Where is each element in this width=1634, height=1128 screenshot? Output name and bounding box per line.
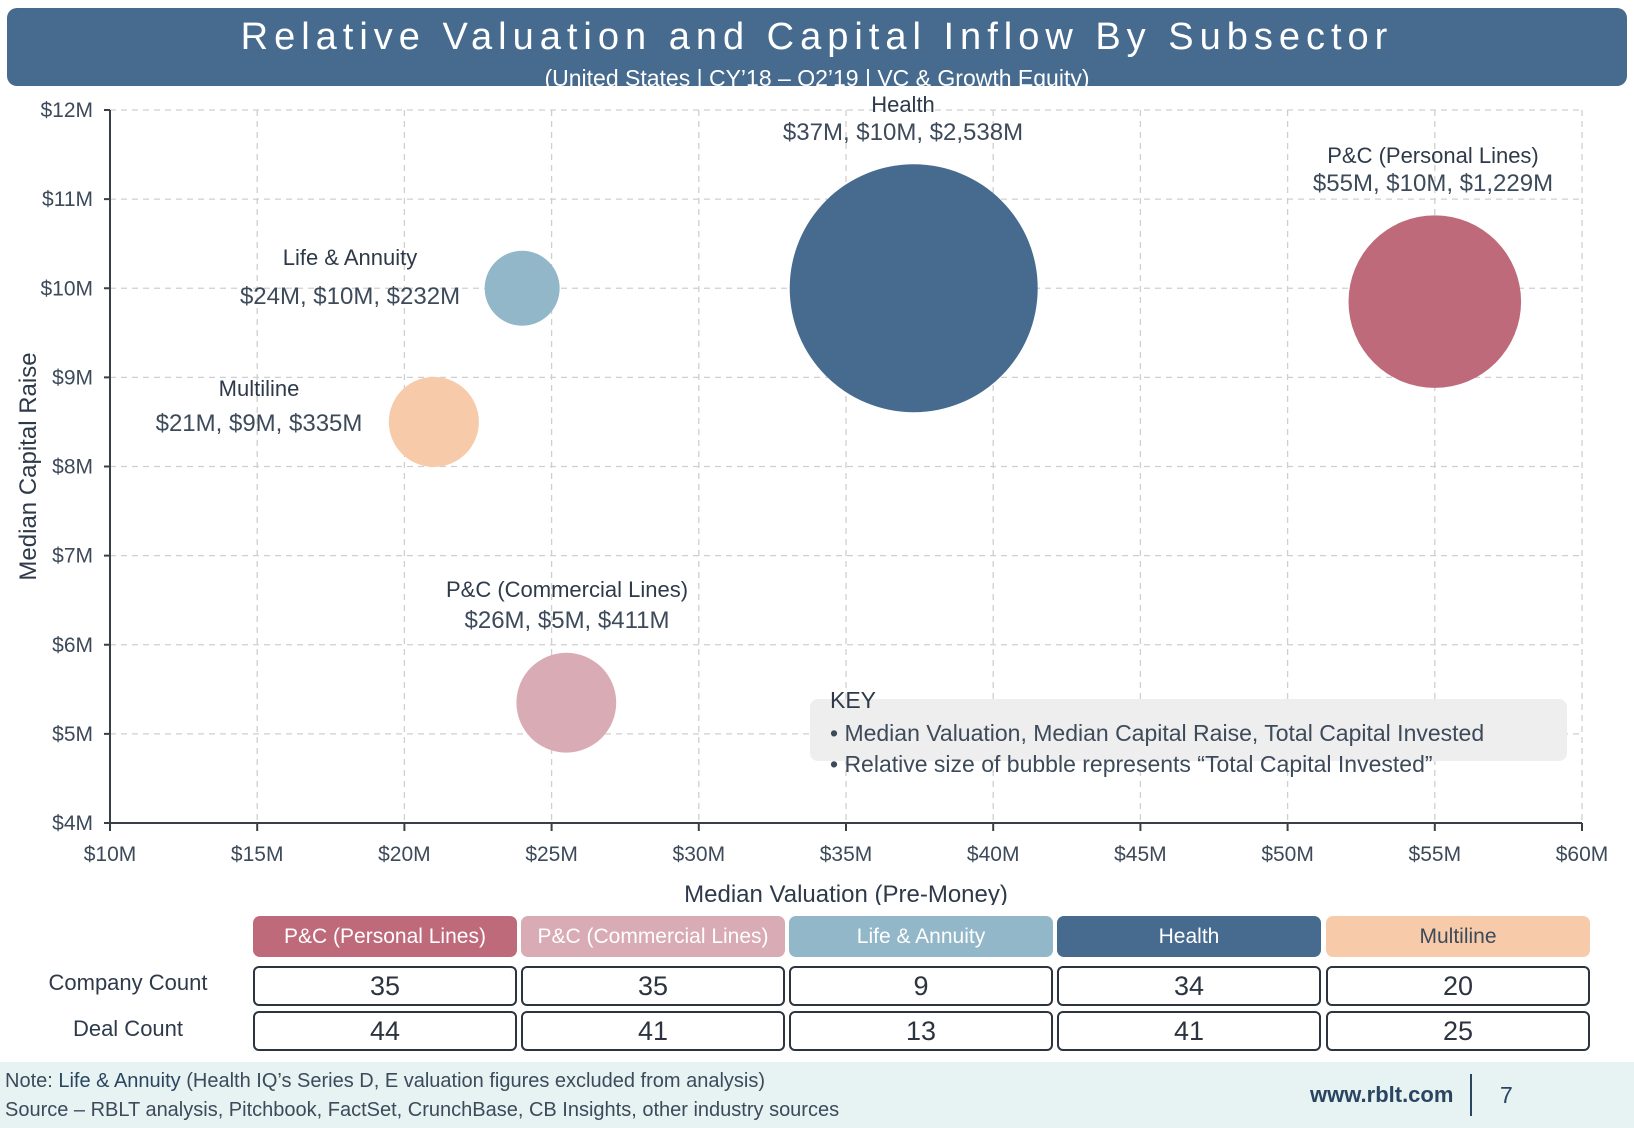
table-cell: 9 <box>789 966 1053 1006</box>
column-header-multiline: Multiline <box>1326 916 1590 957</box>
key-title: KEY <box>830 687 876 713</box>
table-cell: 41 <box>1057 1011 1321 1051</box>
row-label-deal-count: Deal Count <box>72 1016 184 1041</box>
x-tick-label: $60M <box>1556 843 1609 866</box>
note-highlight: Life & Annuity <box>58 1070 181 1092</box>
footer-source: Source – RBLT analysis, Pitchbook, FactS… <box>5 1099 840 1121</box>
y-tick-label: $6M <box>52 634 93 657</box>
table-cell: 25 <box>1326 1011 1590 1051</box>
x-tick-label: $40M <box>967 843 1020 866</box>
bubble-name-health: Health <box>871 92 935 117</box>
subsector-table: Company Count Deal Count P&C (Personal L… <box>0 910 1634 1060</box>
column-header-p-c-commercial-lines: P&C (Commercial Lines) <box>521 916 785 957</box>
y-tick-label: $10M <box>40 277 93 300</box>
y-tick-label: $7M <box>52 545 93 568</box>
key-background <box>810 699 1567 761</box>
x-tick-label: $45M <box>1114 843 1167 866</box>
bubble-chart: $10M $15M $20M $25M $30M $35M $40M $45M $50M $55M… <box>15 92 1608 905</box>
bubble-value-p-c-commercial-lines: $26M, $5M, $411M <box>465 607 670 634</box>
bubble-multiline <box>388 376 479 467</box>
note-text: (Health IQ’s Series D, E valuation figur… <box>180 1070 765 1092</box>
x-tick-label: $55M <box>1409 843 1462 866</box>
x-axis-title: Median Valuation (Pre-Money) <box>684 881 1008 905</box>
x-tick-label: $30M <box>673 843 726 866</box>
y-axis-title: Median Capital Raise <box>15 352 42 580</box>
footer-url-link[interactable]: www.rblt.com <box>1310 1082 1454 1107</box>
page-number: 7 <box>1500 1082 1513 1108</box>
title-banner: Relative Valuation and Capital Inflow By… <box>7 8 1627 91</box>
chart-title: Relative Valuation and Capital Inflow By… <box>240 16 1394 58</box>
x-tick-label: $10M <box>84 843 137 866</box>
bubble-name-p-c-commercial-lines: P&C (Commercial Lines) <box>446 577 688 602</box>
bubble-health <box>789 164 1038 413</box>
column-header-health: Health <box>1057 916 1321 957</box>
y-tick-label: $5M <box>52 723 93 746</box>
bubble-life-annuity <box>484 250 560 326</box>
y-tick-label: $11M <box>42 188 93 211</box>
bubble-name-life-annuity: Life & Annuity <box>283 245 418 270</box>
row-label-company-count: Company Count <box>48 970 208 995</box>
table-cell: 35 <box>521 966 785 1006</box>
bubble-value-p-c-personal-lines: $55M, $10M, $1,229M <box>1313 170 1553 197</box>
key-item: • Relative size of bubble represents “To… <box>830 751 1433 777</box>
bubbles <box>388 164 1522 753</box>
axes <box>104 109 1583 831</box>
key-box: KEY • Median Valuation, Median Capital Ra… <box>810 687 1567 777</box>
bubble-name-p-c-personal-lines: P&C (Personal Lines) <box>1327 143 1539 168</box>
bubble-value-health: $37M, $10M, $2,538M <box>783 119 1023 146</box>
footer-note: Note: Life & Annuity (Health IQ’s Series… <box>5 1070 765 1093</box>
x-tick-label: $15M <box>231 843 284 866</box>
y-tick-label: $9M <box>52 366 93 389</box>
column-header-life-annuity: Life & Annuity <box>789 916 1053 957</box>
x-tick-label: $50M <box>1261 843 1314 866</box>
x-tick-label: $35M <box>820 843 873 866</box>
tick-labels: $10M $15M $20M $25M $30M $35M $40M $45M $50M $55M… <box>40 99 1608 866</box>
x-tick-label: $25M <box>525 843 578 866</box>
y-tick-label: $4M <box>52 812 93 835</box>
bubble-labels: Health$37M, $10M, $2,538M P&C (Personal L… <box>156 92 1553 634</box>
bubble-p-c-commercial-lines <box>516 652 617 753</box>
x-tick-label: $20M <box>378 843 431 866</box>
key-item: • Median Valuation, Median Capital Raise… <box>830 720 1484 746</box>
table-cell: 20 <box>1326 966 1590 1006</box>
y-tick-label: $12M <box>40 99 93 122</box>
footer: Note: Life & Annuity (Health IQ’s Series… <box>0 1062 1634 1128</box>
footer-divider <box>1470 1074 1472 1116</box>
bubble-value-multiline: $21M, $9M, $335M <box>156 410 363 437</box>
column-header-p-c-personal-lines: P&C (Personal Lines) <box>253 916 517 957</box>
bubble-value-life-annuity: $24M, $10M, $232M <box>240 283 460 310</box>
axis-titles: Median Valuation (Pre-Money) Median Capit… <box>15 352 1008 905</box>
table-cell: 41 <box>521 1011 785 1051</box>
table-cell: 34 <box>1057 966 1321 1006</box>
note-prefix: Note: <box>5 1070 59 1092</box>
y-tick-label: $8M <box>52 456 93 479</box>
table-cell: 44 <box>253 1011 517 1051</box>
table-cell: 13 <box>789 1011 1053 1051</box>
chart-subtitle: (United States | CY’18 – Q2’19 | VC & Gr… <box>544 65 1090 91</box>
table-cell: 35 <box>253 966 517 1006</box>
bubble-name-multiline: Multiline <box>219 376 300 401</box>
bubble-p-c-personal-lines <box>1348 215 1522 388</box>
